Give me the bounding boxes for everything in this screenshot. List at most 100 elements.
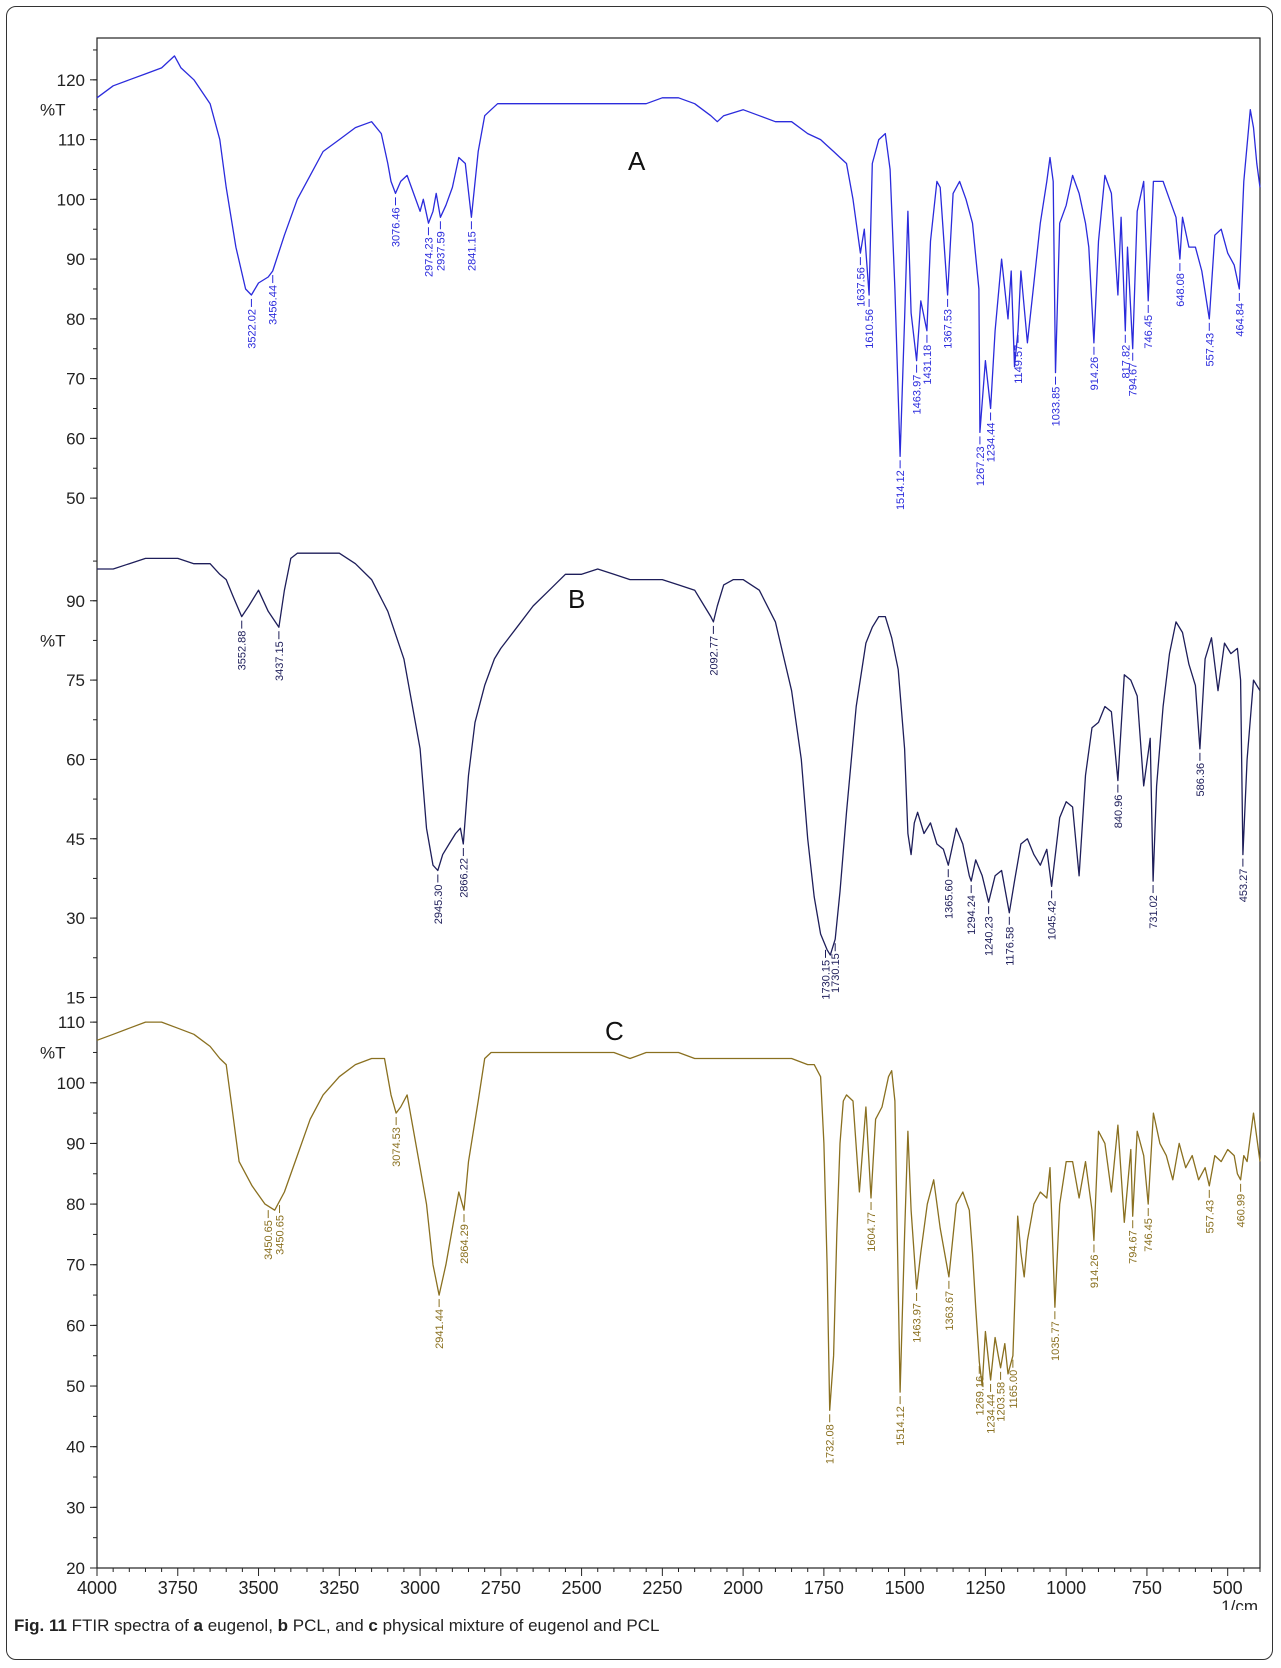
x-tick-label: 1500 — [885, 1578, 925, 1598]
x-tick-label: 3250 — [319, 1578, 359, 1598]
y-tick-label: 60 — [66, 429, 85, 448]
peak-label: 3437.15 — [274, 641, 286, 681]
caption-text-4: physical mixture of eugenol and PCL — [377, 1616, 660, 1635]
peak-label: 464.84 — [1234, 303, 1246, 337]
peak-label: 2937.59 — [435, 231, 447, 271]
ftir-chart: 50 60 70 80 90 100 110 120 %T A 3522.02 3456.44 3076… — [40, 37, 1261, 1610]
y-tick-label: 80 — [66, 310, 85, 329]
y-tick-label: 90 — [66, 1134, 85, 1153]
peak-label: 1234.44 — [986, 1394, 998, 1434]
figure-frame — [6, 6, 1273, 1660]
peak-label: 914.26 — [1089, 1254, 1101, 1288]
x-tick-label: 2750 — [481, 1578, 521, 1598]
peak-label: 1176.58 — [1004, 927, 1016, 966]
y-tick-label: 70 — [66, 370, 85, 389]
x-tick-label: 1250 — [965, 1578, 1005, 1598]
peak-label: 1637.56 — [855, 267, 867, 307]
x-tick-label: 4000 — [77, 1578, 117, 1598]
peak-label: 453.27 — [1238, 869, 1250, 903]
plot-border — [96, 37, 1261, 1569]
y-tick-label: 50 — [66, 489, 85, 508]
peak-label: 1730.15 — [820, 960, 832, 1000]
y-tick-label: 15 — [66, 988, 85, 1007]
peak-label: 557.43 — [1204, 333, 1216, 367]
peak-label: 1365.60 — [943, 879, 955, 919]
caption-text-1: FTIR spectra of — [66, 1616, 194, 1635]
x-tick-label: 1750 — [804, 1578, 844, 1598]
x-tick-label: 500 — [1213, 1578, 1243, 1598]
peak-label: 1610.56 — [864, 309, 876, 349]
x-tick-label: 2250 — [642, 1578, 682, 1598]
y-tick-label: 90 — [66, 250, 85, 269]
y-tick-label: 90 — [66, 592, 85, 611]
peak-label: 1203.58 — [996, 1382, 1008, 1422]
caption-letter-c: c — [368, 1616, 378, 1635]
peak-label: 586.36 — [1195, 763, 1207, 797]
caption-letter-a: a — [193, 1616, 203, 1635]
x-axis-label: 1/cm — [1221, 1597, 1258, 1610]
peak-label: 1240.23 — [984, 916, 996, 956]
y-tick-label: 30 — [66, 1498, 85, 1517]
peak-label: 1514.12 — [895, 470, 907, 510]
caption-text-2: eugenol, — [202, 1616, 278, 1635]
peak-label: 2974.23 — [423, 237, 435, 277]
peak-label: 794.67 — [1128, 363, 1140, 397]
x-tick-label: 3500 — [239, 1578, 279, 1598]
y-tick-label: 110 — [58, 1013, 85, 1032]
peak-label: 1732.08 — [825, 1424, 837, 1464]
peak-label: 2092.77 — [708, 636, 720, 676]
y-tick-label: 40 — [66, 1438, 85, 1457]
peak-label: 1045.42 — [1047, 900, 1059, 940]
peak-label: 2866.22 — [458, 858, 470, 898]
peak-label: 1035.77 — [1050, 1321, 1062, 1361]
peak-label: 3450.65 — [263, 1220, 275, 1260]
peak-label: 1604.77 — [866, 1212, 878, 1252]
caption-text-3: PCL, and — [288, 1616, 369, 1635]
peak-label: 3552.88 — [237, 631, 249, 671]
peak-label: 1514.12 — [895, 1406, 907, 1446]
caption-prefix: Fig. 11 — [14, 1616, 67, 1635]
peak-label: 1463.97 — [912, 1303, 924, 1343]
peak-label: 1033.85 — [1051, 387, 1063, 427]
spectrum-line-a — [96, 55, 1261, 457]
peak-label: 746.45 — [1143, 1218, 1155, 1252]
y-axis-label: %T — [40, 1043, 66, 1062]
peak-label: 3456.44 — [268, 285, 280, 325]
peak-label: 648.08 — [1175, 273, 1187, 307]
peak-label: 1367.53 — [943, 309, 955, 349]
y-tick-label: 30 — [66, 909, 85, 928]
peak-label: 2841.15 — [466, 231, 478, 271]
x-tick-label: 3750 — [158, 1578, 198, 1598]
x-tick-label: 1000 — [1046, 1578, 1086, 1598]
y-tick-label: 20 — [66, 1559, 85, 1578]
peak-label: 3074.53 — [391, 1127, 403, 1167]
panel-label: B — [568, 584, 585, 614]
peak-label: 1165.00 — [1008, 1370, 1020, 1409]
y-tick-label: 75 — [66, 671, 85, 690]
peak-label: 794.67 — [1128, 1230, 1140, 1264]
y-tick-label: 45 — [66, 830, 85, 849]
peak-label: 2945.30 — [433, 884, 445, 924]
peak-label: 1363.67 — [944, 1291, 956, 1331]
spectrum-line-b — [97, 552, 1261, 956]
y-tick-label: 100 — [57, 190, 85, 209]
peak-label: 2864.29 — [459, 1224, 471, 1264]
peak-label: 557.43 — [1204, 1200, 1216, 1234]
peak-label: 3450.65 — [275, 1215, 287, 1255]
figure-caption: Fig. 11 FTIR spectra of a eugenol, b PCL… — [14, 1616, 659, 1636]
y-tick-label: 100 — [57, 1074, 85, 1093]
spectrum-line-c — [96, 1021, 1261, 1411]
peak-label: 2941.44 — [434, 1309, 446, 1349]
peak-label: 914.26 — [1089, 357, 1101, 391]
peak-label: 460.99 — [1236, 1194, 1248, 1228]
peak-label: 1294.24 — [966, 895, 978, 935]
peak-label: 1431.18 — [922, 345, 934, 385]
peak-label: 1269.16 — [974, 1376, 986, 1416]
x-tick-label: 2000 — [723, 1578, 763, 1598]
peak-label: 817.82 — [1120, 345, 1132, 379]
peak-label: 1234.44 — [986, 422, 998, 462]
peak-label: 3076.46 — [391, 207, 403, 247]
y-tick-label: 50 — [66, 1377, 85, 1396]
peak-label: 1149.57 — [1013, 345, 1025, 384]
caption-letter-b: b — [277, 1616, 289, 1635]
